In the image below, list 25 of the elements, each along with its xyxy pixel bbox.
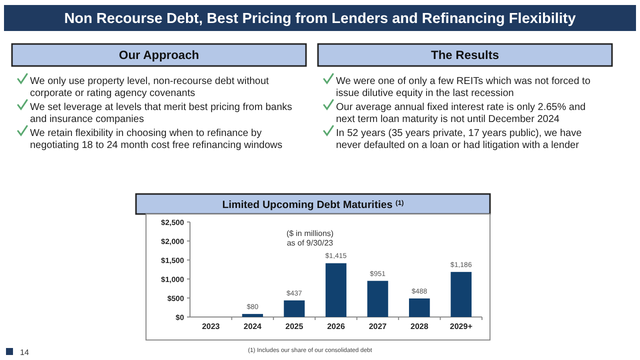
bar (367, 280, 388, 317)
x-tick-label: 2023 (202, 322, 220, 331)
text: ($ in millions) as of 9/30/23 (286, 229, 334, 248)
text: We set leverage at levels that merit best pricing from banks and insurance companies (30, 102, 292, 125)
text: We retain flexibility in choosing when to refinance by negotiating 18 to 24 month cost free refinancing windows (30, 128, 282, 151)
text: Our average annual fixed interest rate is only 2.65% and next term loan maturity is not until December 2024 (336, 102, 586, 125)
text: Our Approach (118, 48, 200, 62)
text: Non Recourse Debt, Best Pricing from Lenders and Refinancing Flexibility (64, 11, 576, 27)
bar (326, 263, 346, 317)
text: The Results (430, 48, 500, 62)
text: We only use property level, non-recourse debt without corporate or rating agency covenants (30, 76, 270, 99)
x-tick-label: 2027 (368, 322, 388, 331)
x-tick-label: 2029+ (450, 322, 473, 331)
x-tick-label: 2028 (410, 322, 429, 331)
text: 14 (20, 348, 30, 357)
bar (450, 272, 472, 317)
bar (242, 314, 263, 317)
chart-title: Limited Upcoming Debt Maturities $^{(1)}$ (222, 199, 404, 211)
bar (409, 298, 430, 317)
text: We were one of only a few REITs which was not forced to issue dilutive equity in the last recession (336, 76, 591, 99)
bar (284, 300, 305, 317)
x-tick-label: 2025 (285, 322, 304, 331)
x-tick-label: 2026 (327, 322, 346, 331)
text: In 52 years (35 years private, 17 years public), we have never defaulted on a loan or had litigation with a lender (336, 128, 582, 151)
x-tick-label: 2024 (244, 322, 262, 331)
